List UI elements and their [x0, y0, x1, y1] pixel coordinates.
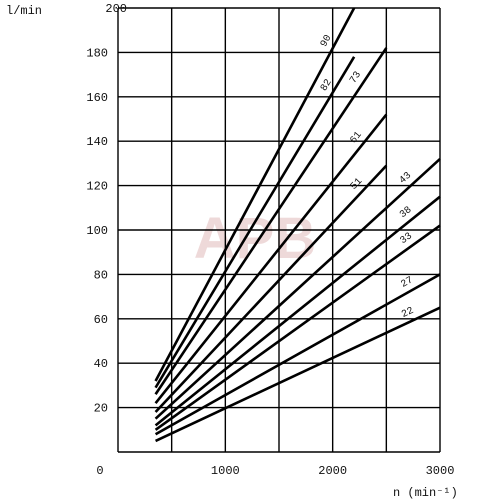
series-line: [154, 164, 388, 413]
y-tick-label: 200: [105, 2, 127, 16]
y-tick-label: 60: [94, 313, 108, 327]
y-tick-label: 40: [94, 357, 108, 371]
y-tick-label: 80: [94, 268, 108, 282]
series-label: 27: [399, 275, 415, 290]
series-line: [154, 273, 441, 436]
series-line: [154, 113, 388, 404]
series-line: [155, 306, 441, 443]
x-tick-label: 3000: [426, 464, 455, 478]
watermark: APB: [194, 206, 316, 271]
y-tick-label: 120: [86, 180, 108, 194]
series-label: 90: [319, 33, 334, 49]
x-tick-label: 2000: [318, 464, 347, 478]
y-tick-label: 140: [86, 135, 108, 149]
x-tick-label: 1000: [211, 464, 240, 478]
y-tick-label: 100: [86, 224, 108, 238]
y-axis-label: l/min: [6, 4, 42, 18]
series-line: [154, 158, 441, 420]
series-line: [154, 47, 388, 396]
y-tick-label: 160: [86, 91, 108, 105]
y-tick-label: 20: [94, 402, 108, 416]
series-line: [154, 195, 441, 427]
series-line: [154, 7, 356, 382]
series-line: [154, 224, 441, 431]
y-tick-label: 180: [86, 46, 108, 60]
series-label: 22: [400, 306, 416, 321]
series-line: [154, 56, 356, 389]
x-axis-label: n (min⁻¹): [393, 486, 458, 499]
x-tick-label: 0: [96, 464, 103, 478]
series-label: 82: [319, 78, 335, 94]
